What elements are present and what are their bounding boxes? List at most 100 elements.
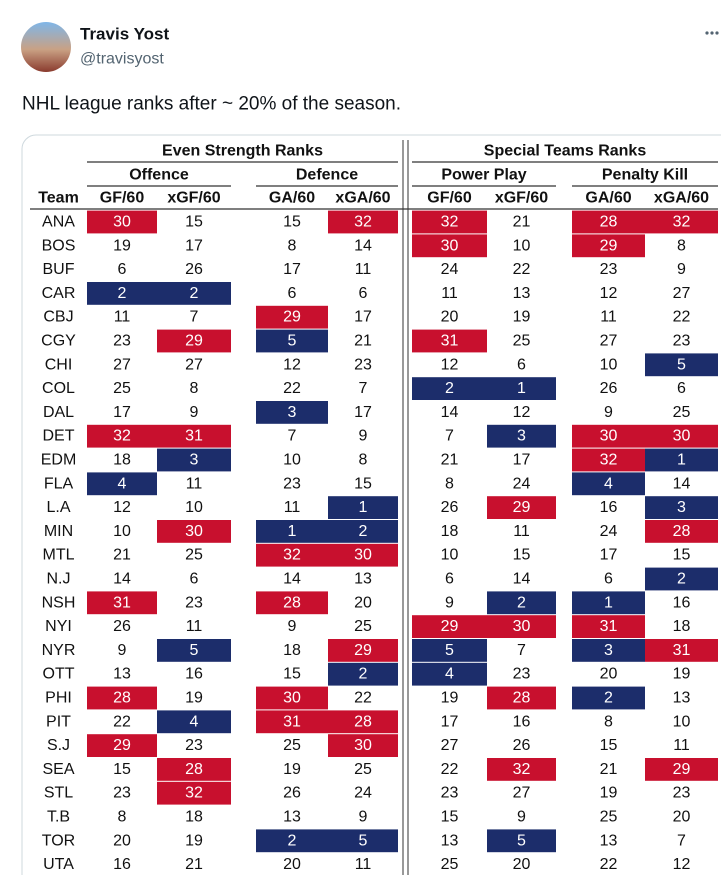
cell-highlight bbox=[572, 210, 645, 234]
cell-highlight bbox=[256, 305, 328, 329]
rank-cell: 23 bbox=[673, 333, 691, 350]
rank-cell: 13 bbox=[113, 666, 131, 683]
more-menu[interactable] bbox=[705, 31, 719, 35]
rank-cell: 30 bbox=[513, 618, 531, 635]
team-cell: EDM bbox=[41, 452, 77, 469]
rank-cell: 20 bbox=[673, 809, 691, 826]
cell-highlight bbox=[328, 543, 398, 567]
rank-cell: 27 bbox=[600, 333, 618, 350]
rank-cell: 28 bbox=[600, 214, 618, 231]
rank-cell: 28 bbox=[113, 690, 131, 707]
rank-cell: 14 bbox=[354, 237, 372, 254]
rank-cell: 21 bbox=[441, 452, 459, 469]
rank-cell: 6 bbox=[359, 285, 368, 302]
rank-cell: 2 bbox=[288, 832, 297, 849]
rank-cell: 22 bbox=[283, 380, 301, 397]
rank-cell: 26 bbox=[441, 499, 459, 516]
rank-cell: 5 bbox=[359, 832, 368, 849]
rank-cell: 9 bbox=[445, 594, 454, 611]
rank-cell: 11 bbox=[513, 523, 530, 540]
rank-cell: 25 bbox=[113, 380, 131, 397]
team-cell: OTT bbox=[43, 666, 75, 683]
column-header: xGA/60 bbox=[654, 190, 709, 207]
team-cell: NSH bbox=[42, 594, 76, 611]
rank-cell: 15 bbox=[513, 547, 531, 564]
rank-cell: 19 bbox=[513, 309, 531, 326]
cell-highlight bbox=[157, 424, 231, 448]
rank-cell: 26 bbox=[185, 261, 203, 278]
rank-cell: 15 bbox=[441, 809, 459, 826]
rank-cell: 30 bbox=[185, 523, 203, 540]
rank-cell: 15 bbox=[283, 214, 301, 231]
rank-cell: 32 bbox=[185, 785, 203, 802]
rank-cell: 8 bbox=[445, 475, 454, 492]
rank-cell: 8 bbox=[118, 809, 127, 826]
author-name[interactable]: Travis Yost bbox=[80, 25, 169, 44]
cell-highlight bbox=[87, 472, 157, 496]
rank-cell: 7 bbox=[445, 428, 454, 445]
rank-cell: 10 bbox=[673, 713, 691, 730]
cell-highlight bbox=[256, 401, 328, 424]
team-cell: SEA bbox=[42, 761, 74, 778]
rank-cell: 25 bbox=[185, 547, 203, 564]
rank-cell: 10 bbox=[600, 356, 618, 373]
rank-cell: 7 bbox=[517, 642, 526, 659]
rank-cell: 1 bbox=[677, 452, 686, 469]
rank-cell: 25 bbox=[600, 809, 618, 826]
rank-cell: 15 bbox=[600, 737, 618, 754]
cell-highlight bbox=[645, 496, 718, 519]
team-cell: CGY bbox=[41, 333, 76, 350]
rank-cell: 23 bbox=[185, 737, 203, 754]
cell-highlight bbox=[645, 210, 718, 234]
rank-cell: 26 bbox=[113, 618, 131, 635]
tweet-text: NHL league ranks after ~ 20% of the seas… bbox=[22, 94, 401, 115]
rank-cell: 13 bbox=[513, 285, 531, 302]
rank-cell: 6 bbox=[288, 285, 297, 302]
rank-cell: 17 bbox=[513, 452, 531, 469]
rank-cell: 23 bbox=[673, 785, 691, 802]
column-header: GA/60 bbox=[269, 190, 315, 207]
rank-cell: 29 bbox=[185, 333, 203, 350]
rank-cell: 10 bbox=[113, 523, 131, 540]
cell-highlight bbox=[412, 329, 487, 353]
rank-cell: 32 bbox=[441, 214, 459, 231]
cell-highlight bbox=[87, 686, 157, 710]
rank-cell: 19 bbox=[185, 832, 203, 849]
rank-cell: 13 bbox=[441, 832, 459, 849]
rank-cell: 8 bbox=[359, 452, 368, 469]
cell-highlight bbox=[328, 496, 398, 519]
cell-highlight bbox=[157, 758, 231, 781]
rank-cell: 32 bbox=[600, 452, 618, 469]
rank-cell: 12 bbox=[113, 499, 131, 516]
rank-cell: 28 bbox=[354, 713, 372, 730]
avatar[interactable] bbox=[21, 22, 71, 72]
team-cell: N.J bbox=[47, 571, 71, 588]
team-cell: PHI bbox=[45, 690, 72, 707]
rank-cell: 21 bbox=[185, 856, 203, 873]
rank-cell: 29 bbox=[600, 237, 618, 254]
rank-cell: 20 bbox=[354, 594, 372, 611]
rank-cell: 22 bbox=[441, 761, 459, 778]
rank-cell: 9 bbox=[190, 404, 199, 421]
rank-cell: 10 bbox=[441, 547, 459, 564]
rank-cell: 21 bbox=[113, 547, 131, 564]
cell-highlight bbox=[645, 567, 718, 591]
rank-cell: 16 bbox=[185, 666, 203, 683]
cell-highlight bbox=[487, 686, 556, 710]
team-cell: NYI bbox=[45, 618, 72, 635]
rank-cell: 32 bbox=[513, 761, 531, 778]
rank-cell: 2 bbox=[190, 285, 199, 302]
rank-cell: 28 bbox=[513, 690, 531, 707]
rank-cell: 11 bbox=[600, 309, 617, 326]
rank-cell: 19 bbox=[283, 761, 301, 778]
rank-cell: 27 bbox=[441, 737, 459, 754]
rank-cell: 24 bbox=[513, 475, 531, 492]
cell-highlight bbox=[256, 591, 328, 615]
author-handle[interactable]: @travisyost bbox=[80, 51, 164, 68]
column-header: GF/60 bbox=[100, 190, 145, 207]
rank-cell: 2 bbox=[677, 571, 686, 588]
cell-highlight bbox=[87, 210, 157, 234]
rank-cell: 13 bbox=[354, 571, 372, 588]
cell-highlight bbox=[572, 639, 645, 662]
